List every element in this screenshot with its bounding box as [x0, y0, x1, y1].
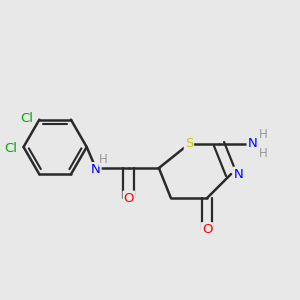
Text: N: N	[91, 163, 100, 176]
Text: N: N	[248, 137, 257, 151]
Text: Cl: Cl	[4, 142, 17, 155]
Text: Cl: Cl	[20, 112, 33, 124]
Text: H: H	[259, 146, 268, 160]
Text: H: H	[99, 153, 108, 166]
Text: O: O	[202, 223, 212, 236]
Text: H: H	[259, 128, 268, 142]
Text: S: S	[185, 137, 193, 151]
Text: N: N	[234, 168, 244, 181]
Text: O: O	[124, 192, 134, 205]
